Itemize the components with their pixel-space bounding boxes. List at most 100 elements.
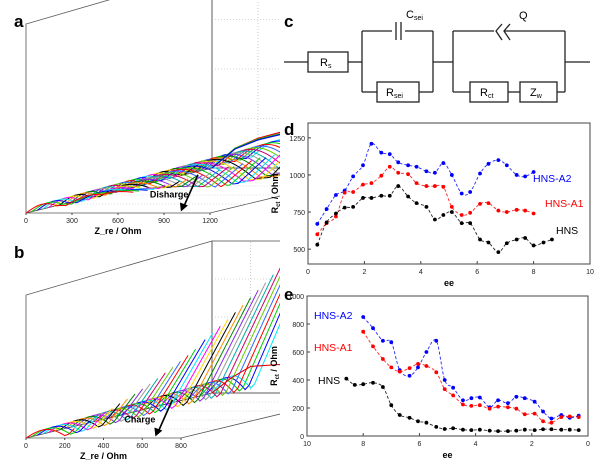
d-point — [449, 210, 454, 214]
d-y-tick-label: 500 — [293, 247, 305, 254]
d-point — [315, 232, 320, 237]
e-point — [514, 394, 519, 399]
b-x-tick-label: 0 — [24, 443, 28, 450]
d-point — [361, 182, 365, 187]
d-x-tick-label: 0 — [306, 269, 310, 276]
e-point — [469, 396, 474, 401]
d-point — [315, 222, 320, 226]
d-point — [387, 193, 392, 198]
d-point — [496, 250, 501, 255]
d-point — [433, 217, 437, 222]
b-curve — [211, 322, 280, 394]
d-point — [406, 172, 411, 177]
e-point — [389, 365, 394, 370]
b-x-tick-label: 200 — [59, 443, 71, 450]
b-x-tick-label: 600 — [136, 443, 148, 450]
d-point — [449, 173, 454, 177]
b-curve — [121, 339, 206, 416]
d-point — [504, 210, 509, 214]
d-point — [531, 170, 536, 174]
e-point — [549, 416, 554, 421]
d-point — [441, 161, 446, 165]
d-point — [334, 214, 338, 219]
e-legend-hns-a1: HNS-A1 — [314, 342, 353, 354]
b-curve — [200, 302, 280, 397]
a-annotation: Disharge — [150, 189, 189, 199]
d-point — [449, 204, 454, 209]
e-point — [389, 403, 394, 408]
b-direction-arrow — [156, 399, 174, 434]
e-point — [407, 366, 412, 370]
cpe-q — [495, 23, 503, 41]
e-point — [416, 365, 420, 370]
e-point — [477, 427, 482, 432]
d-point — [478, 237, 482, 242]
d-point — [496, 158, 501, 163]
d-point — [369, 181, 374, 186]
e-point — [361, 329, 366, 334]
d-point — [334, 193, 338, 197]
b-curve — [82, 383, 151, 425]
b-curve — [53, 407, 113, 432]
e-point — [567, 414, 572, 419]
e-y-tick-label: 800 — [292, 322, 304, 329]
e-point — [514, 428, 519, 433]
a-curve — [200, 142, 280, 172]
d-y-tick-label: 750 — [293, 210, 305, 217]
d-point — [396, 184, 401, 188]
d-point — [531, 243, 536, 248]
chart-a: 0300600900120003006009001200Z_re / Ohm-Z… — [24, 0, 280, 235]
d-point — [406, 163, 411, 168]
e-point — [576, 415, 581, 419]
label-csei: Csei — [406, 9, 423, 22]
e-x-tick-label: 8 — [361, 441, 365, 448]
d-point — [541, 240, 546, 245]
d-point — [379, 173, 384, 178]
e-x-tick-label: 6 — [417, 441, 421, 448]
e-x-tick-label: 2 — [530, 441, 534, 448]
e-series-hns — [344, 376, 581, 433]
e-point — [469, 404, 474, 408]
d-point — [441, 213, 446, 217]
a-arrow-head — [179, 202, 188, 212]
e-point — [451, 426, 456, 431]
d-point — [523, 236, 528, 240]
b-curve — [127, 332, 214, 414]
b-curve — [194, 292, 280, 398]
d-point — [379, 150, 384, 155]
e-point — [522, 396, 527, 401]
e-point — [407, 373, 412, 378]
b-back-wall — [211, 240, 280, 394]
e-legend-hns: HNS — [318, 375, 340, 387]
e-point — [361, 382, 366, 387]
d-point — [396, 170, 401, 175]
panel-label-e: e — [284, 285, 294, 304]
e-point — [506, 429, 510, 433]
b-curve — [48, 412, 106, 433]
d-point — [351, 190, 356, 194]
e-point — [549, 420, 554, 425]
b-curve — [70, 393, 136, 428]
d-point — [424, 204, 429, 209]
e-point — [541, 419, 545, 424]
d-point — [504, 163, 509, 168]
d-x-axis-label: ee — [444, 278, 454, 288]
d-point — [342, 205, 347, 210]
resistor-rsei — [376, 81, 420, 103]
e-y-tick-label: 400 — [292, 378, 304, 385]
d-point — [459, 191, 464, 196]
d-point — [315, 242, 320, 247]
e-point — [380, 338, 385, 343]
e-point — [487, 405, 492, 410]
e-x-axis-label: ee — [442, 450, 452, 460]
d-point — [414, 201, 419, 206]
d-x-tick-label: 10 — [586, 269, 594, 276]
b-left-wall — [25, 240, 213, 439]
b-curve — [25, 428, 75, 439]
d-point — [468, 210, 473, 215]
b-curve — [59, 403, 121, 431]
a-curve — [87, 169, 221, 199]
panel-label-a: a — [14, 12, 24, 31]
b-curve — [177, 267, 280, 402]
a-curve — [110, 160, 252, 193]
